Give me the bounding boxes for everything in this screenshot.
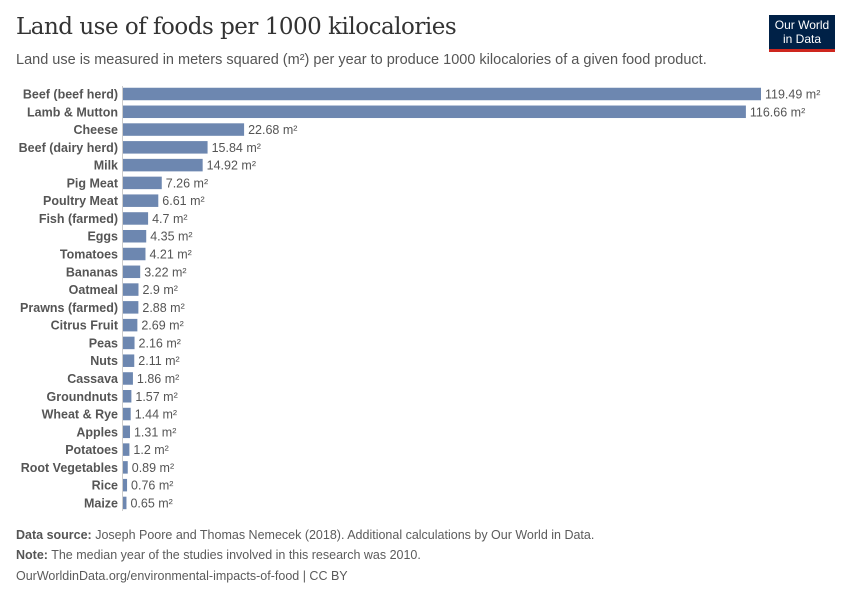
chart-subtitle: Land use is measured in meters squared (… (16, 52, 707, 68)
data-source: Data source: Joseph Poore and Thomas Nem… (16, 528, 594, 542)
bar[interactable] (123, 105, 746, 119)
data-label: 2.69 m² (141, 319, 183, 333)
data-label: 0.76 m² (131, 479, 173, 493)
data-label: 116.66 m² (750, 105, 805, 119)
category-label: Lamb & Mutton (27, 105, 118, 119)
bar[interactable] (123, 443, 130, 456)
data-label: 119.49 m² (765, 88, 820, 102)
bar[interactable] (123, 336, 135, 350)
note: Note: The median year of the studies inv… (16, 548, 421, 562)
source-text: Joseph Poore and Thomas Nemecek (2018). … (91, 528, 595, 542)
category-label: Pig Meat (67, 176, 119, 190)
bar[interactable] (123, 461, 128, 474)
category-label: Oatmeal (69, 283, 118, 297)
bar[interactable] (123, 478, 128, 492)
data-label: 1.57 m² (135, 390, 177, 404)
bar[interactable] (123, 194, 159, 207)
chart-title: Land use of foods per 1000 kilocalories (16, 14, 457, 40)
data-label: 2.9 m² (142, 283, 177, 297)
category-label: Rice (92, 479, 118, 493)
category-label: Milk (94, 159, 118, 173)
data-label: 0.65 m² (130, 496, 172, 510)
category-label: Fish (farmed) (39, 212, 118, 226)
bar[interactable] (123, 87, 761, 101)
note-text: The median year of the studies involved … (47, 548, 421, 562)
bar[interactable] (123, 247, 146, 261)
bar[interactable] (123, 141, 208, 154)
data-label: 15.84 m² (212, 141, 261, 155)
bar[interactable] (123, 212, 149, 225)
bar[interactable] (123, 301, 139, 314)
category-label: Apples (76, 425, 118, 439)
category-label: Maize (84, 496, 118, 510)
data-label: 1.86 m² (137, 372, 179, 386)
category-label: Eggs (87, 230, 118, 244)
note-label: Note: (16, 548, 48, 562)
category-label: Poultry Meat (43, 194, 119, 208)
data-label: 22.68 m² (248, 123, 297, 137)
data-label: 2.11 m² (138, 354, 179, 368)
bar[interactable] (123, 354, 135, 367)
data-label: 2.88 m² (142, 301, 184, 315)
data-label: 4.35 m² (150, 230, 192, 244)
bar[interactable] (123, 318, 138, 332)
category-label: Groundnuts (46, 390, 118, 404)
owid-logo[interactable]: Our World in Data (769, 15, 835, 52)
bar[interactable] (123, 407, 131, 421)
category-label: Peas (89, 336, 118, 350)
category-label: Bananas (66, 265, 118, 279)
category-label: Potatoes (65, 443, 118, 457)
category-label: Cheese (74, 123, 119, 137)
data-label: 3.22 m² (144, 265, 186, 279)
source-url-link[interactable]: OurWorldinData.org/environmental-impacts… (16, 569, 348, 583)
data-label: 4.7 m² (152, 212, 187, 226)
data-label: 6.61 m² (162, 194, 204, 208)
category-label: Beef (beef herd) (23, 88, 118, 102)
bar[interactable] (123, 229, 147, 243)
data-label: 2.16 m² (139, 336, 181, 350)
category-label: Root Vegetables (21, 461, 118, 475)
logo-line2: in Data (782, 32, 822, 46)
bar[interactable] (123, 390, 132, 403)
source-label: Data source: (16, 528, 92, 542)
bar[interactable] (123, 425, 130, 439)
bar[interactable] (123, 372, 133, 385)
category-label: Citrus Fruit (51, 319, 119, 333)
category-label: Nuts (90, 354, 118, 368)
bar[interactable] (123, 283, 139, 296)
category-label: Beef (dairy herd) (19, 141, 118, 155)
data-label: 4.21 m² (149, 248, 191, 262)
data-label: 1.2 m² (133, 443, 168, 457)
category-label: Cassava (67, 372, 119, 386)
logo-line1: Our World (774, 18, 830, 32)
bar[interactable] (123, 265, 141, 279)
bar[interactable] (123, 158, 203, 172)
category-label: Wheat & Rye (42, 408, 118, 422)
bar[interactable] (123, 123, 245, 136)
data-label: 7.26 m² (166, 176, 208, 190)
bar[interactable] (123, 496, 127, 510)
data-label: 0.89 m² (132, 461, 174, 475)
category-label: Tomatoes (60, 248, 118, 262)
data-label: 1.31 m² (134, 425, 176, 439)
data-label: 14.92 m² (207, 159, 256, 173)
bar[interactable] (123, 176, 162, 190)
category-label: Prawns (farmed) (20, 301, 118, 315)
data-label: 1.44 m² (135, 408, 177, 422)
